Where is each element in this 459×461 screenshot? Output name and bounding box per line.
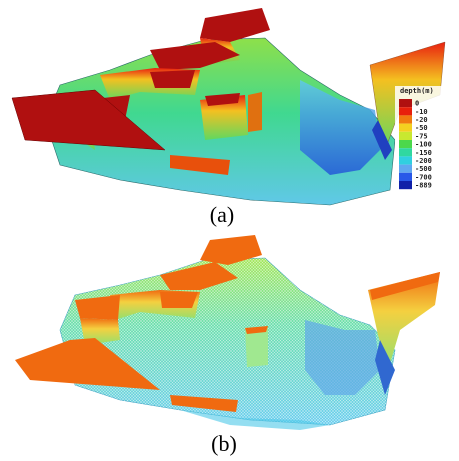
legend-swatch <box>399 164 412 173</box>
legend-label: -20 <box>415 116 428 124</box>
terrain-b <box>15 235 440 430</box>
legend-swatch <box>399 107 412 116</box>
legend-title: depth(m) <box>400 87 434 95</box>
legend-label: -700 <box>415 173 432 181</box>
legend-label: -200 <box>415 157 432 165</box>
legend-swatch <box>399 140 412 149</box>
legend-swatch <box>399 115 412 124</box>
terrain-a <box>11 8 446 206</box>
legend-swatch <box>399 156 412 165</box>
legend-label: -50 <box>415 124 428 132</box>
legend-label: -75 <box>415 132 428 140</box>
panel-label: (a) <box>210 202 234 227</box>
legend: depth(m) 0-10-20-50-75-100-150-200-500-7… <box>395 86 447 190</box>
legend-label: -150 <box>415 149 432 157</box>
legend-swatch <box>399 99 412 108</box>
legend-label: 0 <box>415 100 419 108</box>
legend-swatch <box>399 148 412 157</box>
legend-label: -10 <box>415 108 428 116</box>
legend-swatch <box>399 181 412 190</box>
legend-label: -100 <box>415 141 432 149</box>
legend-swatch <box>399 123 412 132</box>
legend-swatch <box>399 172 412 181</box>
panel-label: (b) <box>211 431 237 456</box>
legend-label: -889 <box>415 182 432 190</box>
legend-label: -500 <box>415 165 432 173</box>
legend-swatch <box>399 131 412 140</box>
